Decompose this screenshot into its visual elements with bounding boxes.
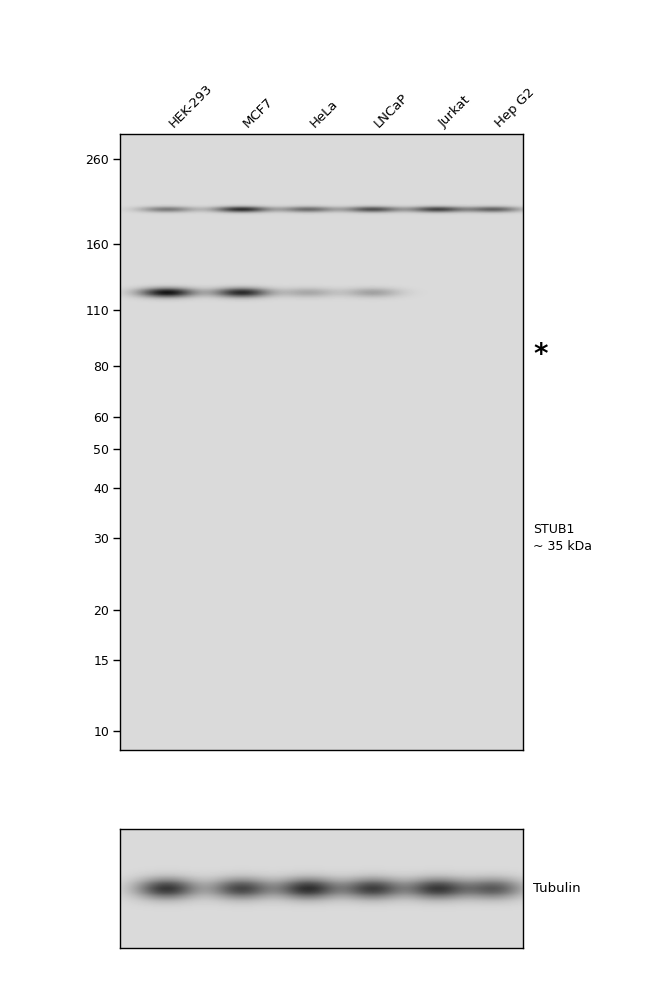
Text: Jurkat: Jurkat — [437, 93, 473, 130]
Text: HeLa: HeLa — [307, 97, 341, 130]
Text: *: * — [534, 342, 548, 369]
Text: LNCaP: LNCaP — [372, 91, 411, 130]
Text: Hep G2: Hep G2 — [493, 85, 538, 130]
Text: STUB1
~ 35 kDa: STUB1 ~ 35 kDa — [534, 522, 592, 553]
Text: HEK-293: HEK-293 — [166, 81, 215, 130]
Text: Tubulin: Tubulin — [534, 882, 581, 896]
Text: MCF7: MCF7 — [241, 95, 276, 130]
